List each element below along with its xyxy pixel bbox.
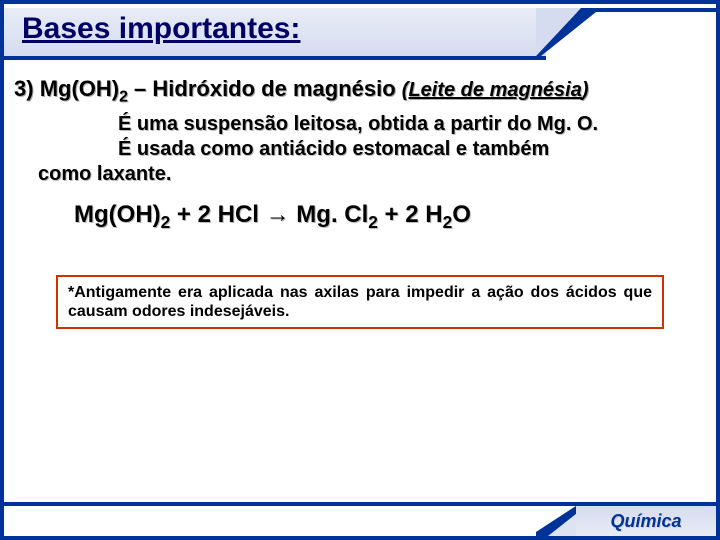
eq-plus1: + 2 HCl — [170, 201, 265, 228]
content-area: 3) Mg(OH)2 – Hidróxido de magnésio (Leit… — [14, 76, 706, 480]
heading-formula-sub: 2 — [119, 88, 128, 105]
heading-paren-italic: Leite de magnésia — [408, 79, 581, 101]
title-rule-bottom — [4, 56, 546, 60]
heading-name: Hidróxido de magnésio — [152, 76, 401, 101]
title-diagonal — [536, 8, 596, 60]
title-band: Bases importantes: — [4, 8, 716, 64]
para-line2: É usada como antiácido estomacal e també… — [118, 138, 549, 160]
eq-h2osub: 2 — [443, 212, 453, 232]
description-paragraph: É uma suspensão leitosa, obtida a partir… — [14, 112, 706, 187]
eq-lhs1-sub: 2 — [161, 212, 171, 232]
para-line1: É uma suspensão leitosa, obtida a partir… — [118, 113, 598, 135]
heading-number: 3) — [14, 76, 40, 101]
footer-bar: Química — [576, 506, 716, 536]
item-heading: 3) Mg(OH)2 – Hidróxido de magnésio (Leit… — [14, 76, 706, 102]
heading-paren-close: ) — [582, 79, 589, 101]
eq-lhs1-pre: Mg(OH) — [74, 201, 161, 228]
slide-title: Bases importantes: — [22, 12, 300, 46]
para-line3: como laxante. — [38, 163, 171, 185]
heading-dash: – — [128, 76, 152, 101]
eq-h2oend: O — [452, 201, 471, 228]
footnote-box: *Antigamente era aplicada nas axilas par… — [56, 275, 664, 329]
chemical-equation: Mg(OH)2 + 2 HCl → Mg. Cl2 + 2 H2O — [14, 201, 706, 229]
eq-rhs1-sub: 2 — [368, 212, 378, 232]
footer-label: Química — [610, 511, 681, 532]
eq-rhs1-pre: Mg. Cl — [290, 201, 369, 228]
footnote-text: *Antigamente era aplicada nas axilas par… — [68, 284, 652, 320]
eq-arrow: → — [266, 201, 290, 228]
heading-formula-pre: Mg(OH) — [40, 76, 119, 101]
footer-band: Química — [4, 502, 716, 536]
eq-plus2: + 2 H — [378, 201, 443, 228]
